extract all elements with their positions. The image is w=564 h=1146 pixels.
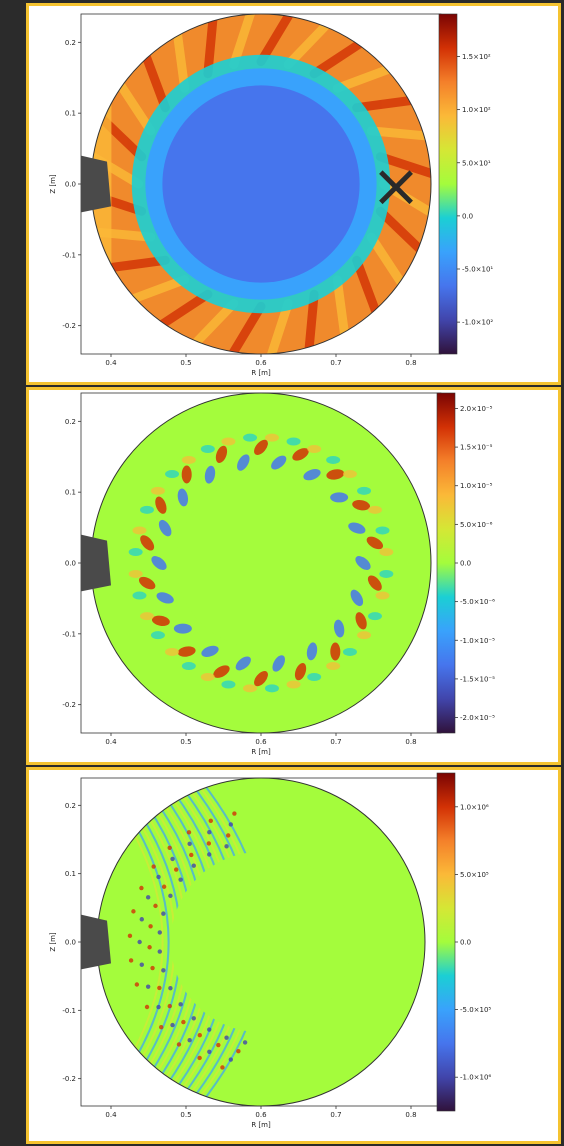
antenna-limiter (81, 155, 111, 213)
x-tick-label: 0.6 (255, 738, 267, 746)
y-axis-label: Z [m] (49, 174, 57, 194)
colorbar-tick-label: 0.0 (460, 939, 471, 947)
x-tick-label: 0.8 (405, 1111, 416, 1119)
y-tick-label: 0.0 (65, 560, 76, 568)
y-tick-label: 0.1 (65, 110, 76, 118)
colorbar (436, 772, 456, 1112)
y-tick-label: -0.2 (62, 701, 76, 709)
x-tick-label: 0.4 (105, 738, 117, 746)
y-tick-label: -0.1 (62, 630, 76, 638)
y-axis-label: Z [m] (49, 932, 57, 952)
field-map-chart-1: × 0.4 0.5 0.6 0.7 0.8 R [m] 0.2 0.1 0.0 -0.1 -0.2 Z … (49, 13, 493, 377)
x-tick-label: 0.5 (180, 1111, 191, 1119)
x-tick-label: 0.6 (255, 359, 267, 367)
x-tick-label: 0.5 (180, 359, 191, 367)
field-map-panel-1: × 0.4 0.5 0.6 0.7 0.8 R [m] 0.2 0.1 0.0 -0.1 -0.2 Z … (26, 3, 561, 385)
y-tick-label: -0.1 (62, 251, 76, 259)
x-tick-label: 0.7 (330, 1111, 341, 1119)
colorbar-tick-label: 1.5×10⁻⁵ (460, 444, 493, 452)
x-axis-label: R [m] (251, 369, 271, 377)
colorbar-tick-label: 5.0×10⁻⁶ (460, 521, 493, 529)
colorbar-tick-label: -1.0×10⁶ (460, 1074, 491, 1082)
field-map (91, 393, 431, 733)
field-map (91, 14, 431, 354)
x-tick-label: 0.6 (255, 1111, 267, 1119)
antenna-limiter (81, 534, 111, 592)
colorbar-tick-label: 5.0×10⁵ (460, 871, 489, 879)
x-tick-label: 0.7 (330, 359, 341, 367)
y-tick-label: -0.1 (62, 1007, 76, 1015)
y-tick-label: 0.2 (65, 39, 76, 47)
colorbar (438, 13, 458, 355)
colorbar-tick-label: 1.0×10⁻⁵ (460, 482, 493, 490)
field-map (97, 778, 425, 1106)
colorbar (436, 392, 456, 734)
colorbar-tick-label: -1.5×10⁻⁵ (460, 675, 495, 683)
colorbar-tick-label: 5.0×10¹ (462, 159, 491, 167)
x-tick-label: 0.4 (105, 359, 117, 367)
colorbar-tick-label: -5.0×10⁻⁶ (460, 598, 495, 606)
x-axis-label: R [m] (251, 1121, 271, 1129)
x-tick-label: 0.7 (330, 738, 341, 746)
y-tick-label: 0.1 (65, 870, 76, 878)
colorbar-tick-label: -5.0×10⁵ (460, 1006, 491, 1014)
colorbar-tick-label: -1.0×10⁻⁵ (460, 637, 495, 645)
colorbar-tick-label: -5.0×10¹ (462, 266, 493, 274)
colorbar-tick-label: 2.0×10⁻⁵ (460, 405, 493, 413)
colorbar-tick-label: 1.5×10² (462, 53, 491, 61)
y-tick-label: 0.0 (65, 939, 76, 947)
x-tick-label: 0.4 (105, 1111, 117, 1119)
x-axis-label: R [m] (251, 748, 271, 756)
colorbar-tick-label: -2.0×10⁻⁵ (460, 714, 495, 722)
field-map-panel-2: 0.4 0.5 0.6 0.7 0.8 R [m] 0.2 0.1 0.0 -0.1 -0.2 2.0… (26, 387, 561, 765)
field-map-panel-3: 0.4 0.5 0.6 0.7 0.8 R [m] 0.2 0.1 0.0 -0.1 -0.2 Z [… (26, 767, 561, 1144)
x-tick-label: 0.5 (180, 738, 191, 746)
y-tick-label: -0.2 (62, 1075, 76, 1083)
colorbar-tick-label: 0.0 (460, 560, 471, 568)
field-map-chart-2: 0.4 0.5 0.6 0.7 0.8 R [m] 0.2 0.1 0.0 -0.1 -0.2 2.0… (62, 392, 495, 756)
antenna-limiter (81, 914, 111, 970)
colorbar-tick-label: -1.0×10² (462, 319, 493, 327)
x-tick-label: 0.8 (405, 738, 416, 746)
colorbar-tick-label: 1.0×10² (462, 106, 491, 114)
y-tick-label: 0.2 (65, 418, 76, 426)
field-map-chart-3: 0.4 0.5 0.6 0.7 0.8 R [m] 0.2 0.1 0.0 -0.1 -0.2 Z [… (49, 772, 491, 1129)
y-tick-label: 0.2 (65, 802, 76, 810)
y-tick-label: 0.0 (65, 181, 76, 189)
colorbar-tick-label: 1.0×10⁶ (460, 803, 489, 811)
y-tick-label: 0.1 (65, 489, 76, 497)
y-tick-label: -0.2 (62, 322, 76, 330)
marker-cross: × (371, 151, 421, 221)
colorbar-tick-label: 0.0 (462, 212, 473, 220)
x-tick-label: 0.8 (405, 359, 416, 367)
